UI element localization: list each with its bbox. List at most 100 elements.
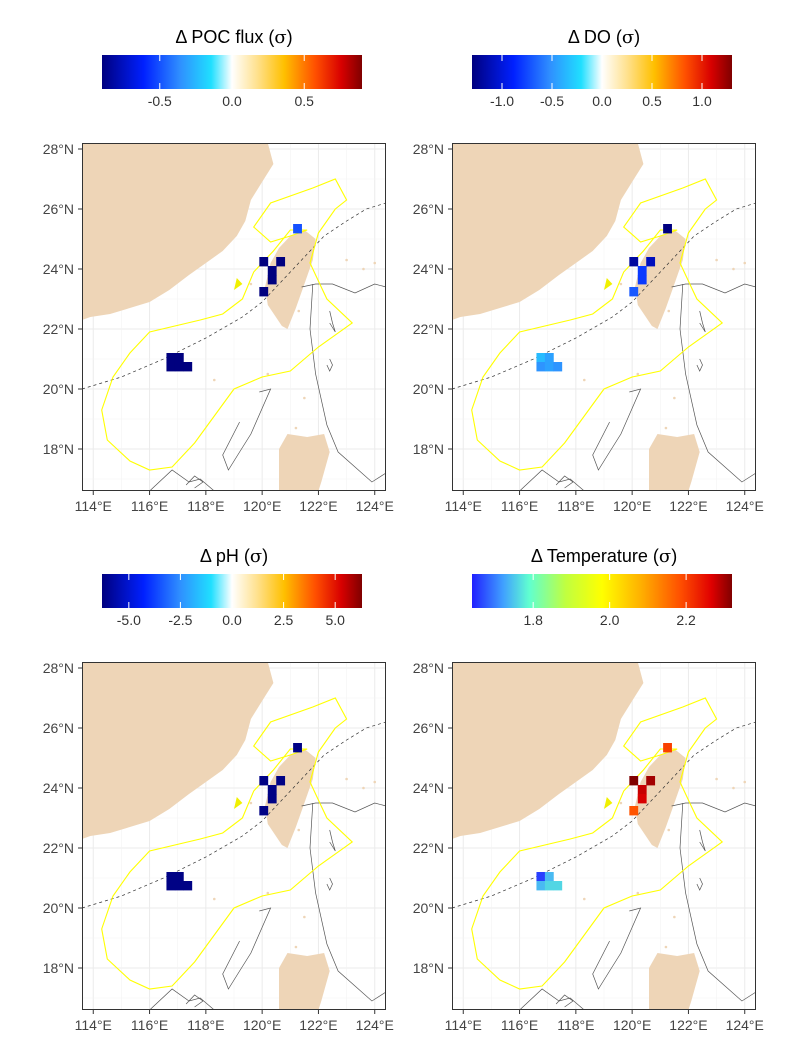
island	[297, 309, 301, 313]
bathymetry-contour	[592, 388, 642, 471]
map-area	[452, 143, 756, 491]
bathymetry-contour	[185, 475, 204, 489]
island	[345, 258, 348, 262]
data-cell	[663, 224, 672, 234]
panel-title: Δ pH (σ)	[200, 546, 268, 567]
data-cell	[276, 776, 286, 786]
land-mainland	[452, 143, 644, 320]
study-region-boundary	[101, 697, 354, 990]
colorbar-tick-label: 0.5	[294, 93, 314, 109]
title-delta: Δ	[175, 27, 187, 47]
map-border	[452, 662, 756, 1010]
lat-label: 26°N	[43, 201, 74, 217]
island	[303, 915, 306, 919]
data-cell	[293, 224, 302, 234]
data-cell	[259, 287, 269, 297]
dashed-boundary-line	[82, 721, 386, 909]
dashed-boundary-line	[452, 721, 756, 909]
island	[249, 801, 253, 805]
title-text: DO (	[579, 27, 622, 47]
island	[667, 828, 671, 832]
lon-label: 116°E	[501, 1017, 538, 1033]
map-area	[452, 662, 756, 1010]
island	[345, 777, 348, 781]
data-cell	[166, 353, 176, 363]
lon-label: 116°E	[501, 498, 538, 514]
panels-container: Δ POC flux (σ)-0.5 0.0 0.528°N26°N24°N22°N…	[43, 27, 764, 1033]
lat-label: 24°N	[43, 780, 74, 796]
island	[673, 396, 676, 400]
island	[673, 915, 676, 919]
lat-label: 28°N	[413, 660, 444, 676]
island	[303, 396, 306, 400]
island	[743, 780, 747, 784]
data-cell	[174, 872, 184, 882]
colorbar-tick-label: 1.8	[523, 612, 543, 628]
data-cell	[553, 881, 563, 891]
island	[732, 267, 735, 271]
lat-label: 22°N	[413, 321, 444, 337]
lat-label: 28°N	[43, 660, 74, 676]
data-cell	[646, 257, 656, 267]
data-cell	[637, 794, 647, 804]
lat-label: 22°N	[413, 840, 444, 856]
island	[636, 891, 640, 895]
island	[582, 378, 586, 382]
title-delta: Δ	[200, 546, 212, 566]
colorbar-tick-label: 0.0	[222, 612, 242, 628]
data-cell	[267, 794, 277, 804]
data-cell	[629, 776, 639, 786]
dashed-boundary-line	[82, 202, 386, 390]
lat-label: 22°N	[43, 840, 74, 856]
study-region-boundary	[471, 178, 724, 471]
panel-title: Δ DO (σ)	[568, 27, 640, 48]
study-region-boundary	[101, 178, 354, 471]
data-cell	[174, 881, 184, 891]
lat-label: 22°N	[43, 321, 74, 337]
colorbar-tick-label: -2.5	[168, 612, 192, 628]
panel-title: Δ Temperature (σ)	[531, 546, 677, 567]
data-cell	[166, 362, 176, 372]
panel-temp: Δ Temperature (σ) 1.8 2.0 2.2 28°N 26°N 24°N 22…	[413, 546, 764, 1033]
island	[212, 897, 216, 901]
bathymetry-contour	[301, 283, 386, 294]
data-cell	[259, 806, 269, 816]
lon-label: 118°E	[557, 498, 594, 514]
bathymetry-contour	[222, 907, 272, 990]
island	[715, 258, 718, 262]
study-region-boundary	[471, 697, 724, 990]
bathymetry-contour	[301, 802, 386, 813]
lat-label: 18°N	[43, 960, 74, 976]
data-cell	[646, 776, 656, 786]
lat-label: 26°N	[413, 720, 444, 736]
title-sigma: σ	[274, 27, 286, 48]
bathymetry-contour	[309, 802, 386, 1002]
land-luzon	[279, 434, 330, 491]
island	[373, 261, 377, 265]
data-cell	[259, 776, 269, 786]
data-cell	[536, 353, 546, 363]
island	[667, 309, 671, 313]
data-cell	[276, 257, 286, 267]
lat-label: 24°N	[413, 780, 444, 796]
lon-label: 122°E	[669, 1017, 707, 1033]
data-cell	[166, 881, 176, 891]
title-close: )	[287, 27, 293, 47]
bathymetry-contour	[679, 802, 756, 1002]
island	[664, 945, 668, 949]
island	[362, 786, 365, 790]
bathymetry-contour	[185, 994, 204, 1008]
bathymetry-contour	[326, 358, 333, 372]
bathymetry-contour	[696, 877, 703, 891]
colorbar-tick-label: -0.5	[148, 93, 172, 109]
bathymetry-contour	[592, 907, 642, 990]
data-cell	[183, 362, 193, 372]
lon-label: 118°E	[557, 1017, 594, 1033]
island	[294, 945, 298, 949]
island	[664, 426, 668, 430]
data-cell	[629, 287, 639, 297]
bathymetry-contour	[696, 358, 703, 372]
data-cell	[553, 362, 563, 372]
island	[619, 801, 623, 805]
title-sigma: σ	[250, 546, 262, 567]
